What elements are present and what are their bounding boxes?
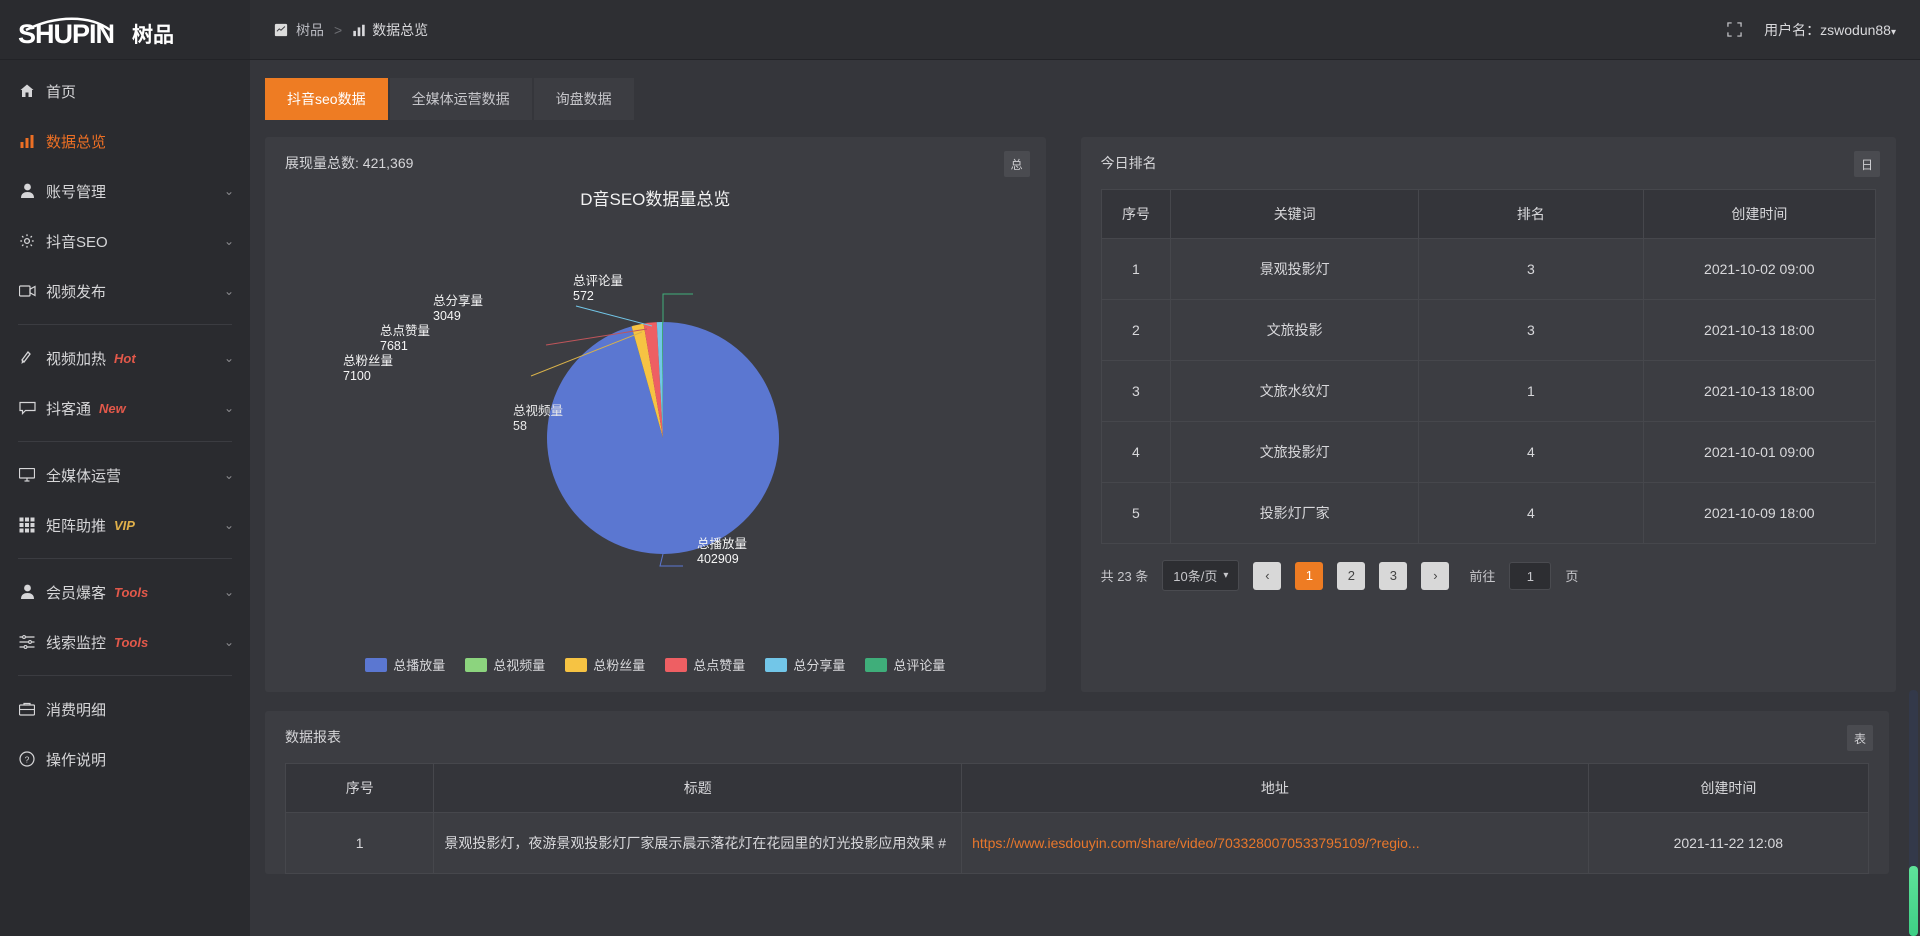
svg-text:?: ? [25,755,30,765]
svg-text:树品: 树品 [132,23,174,47]
svg-text:SHUPIN: SHUPIN [18,19,114,47]
